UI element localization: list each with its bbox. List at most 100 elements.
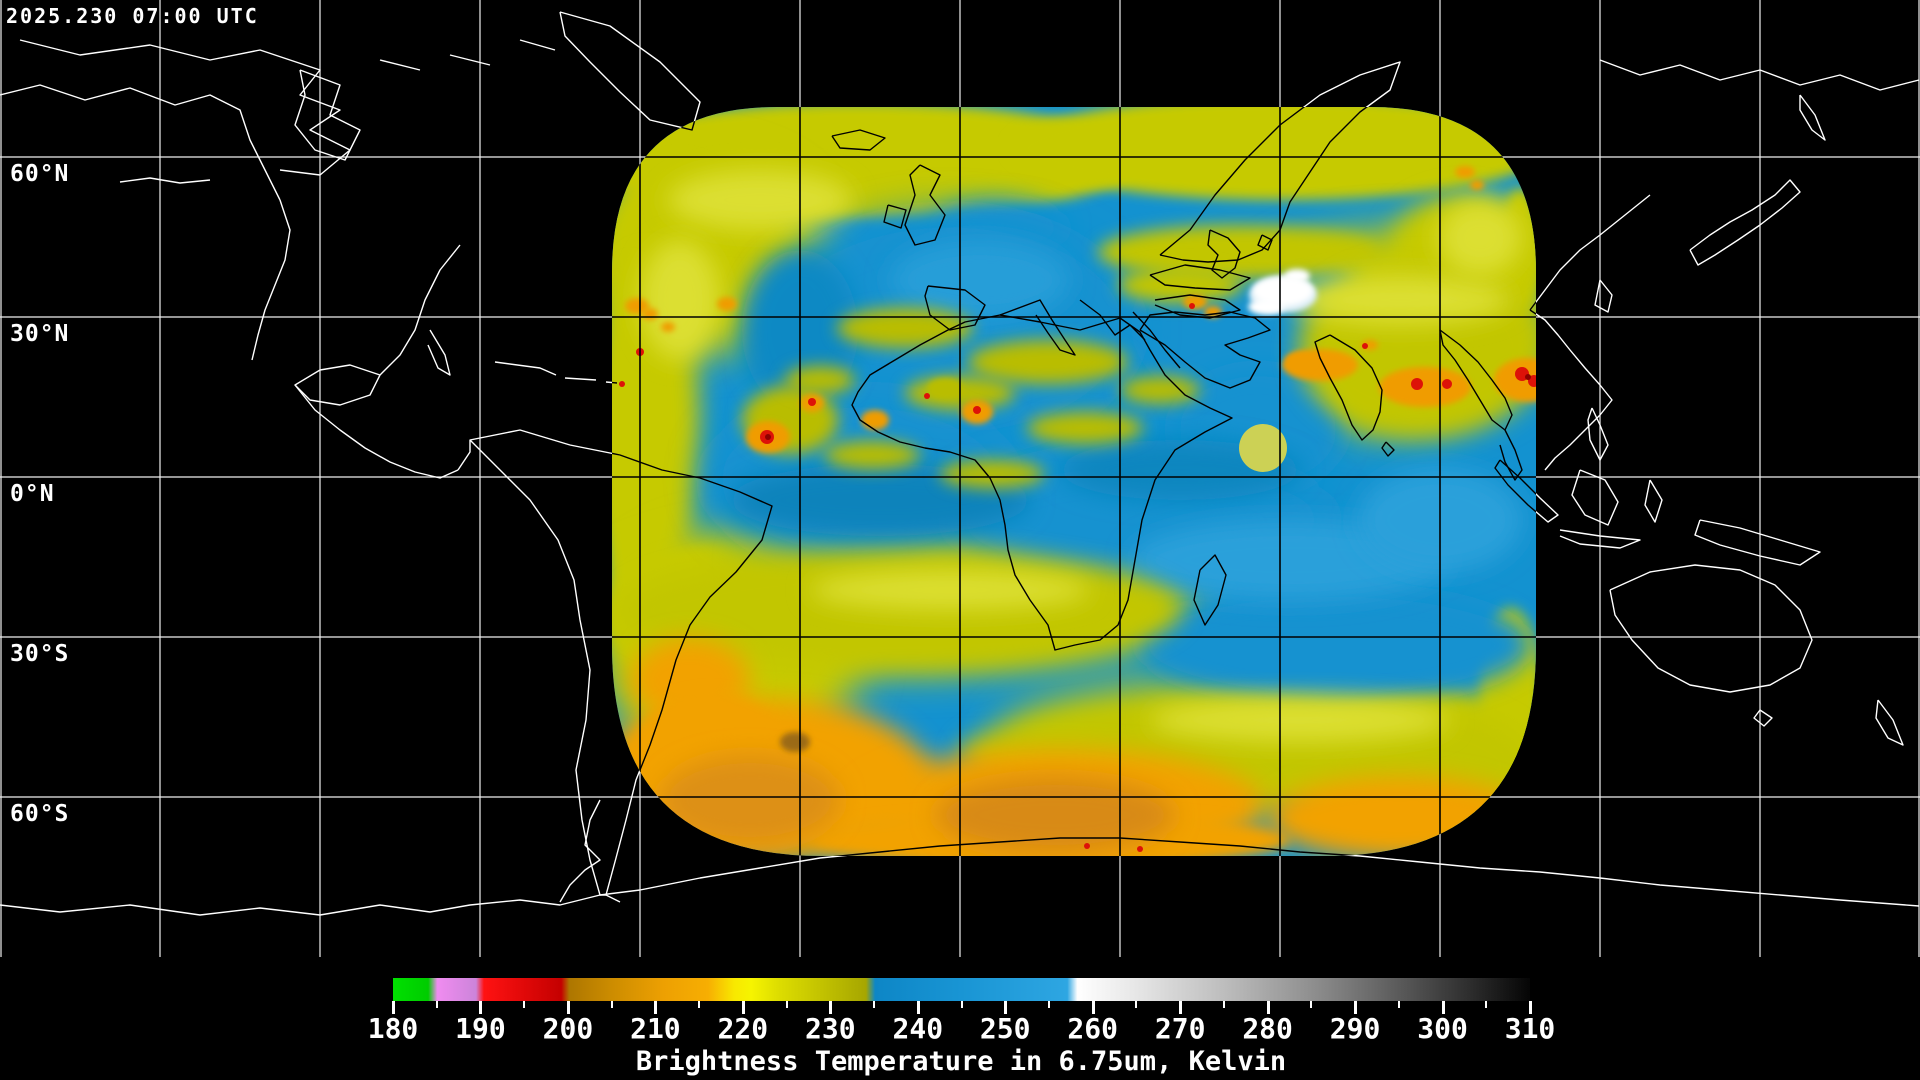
coastline-path bbox=[564, 377, 597, 381]
white-cold-cloud bbox=[1248, 269, 1317, 315]
coastline-path bbox=[1875, 699, 1904, 746]
timestamp: 2025.230 07:00 UTC bbox=[6, 4, 259, 28]
coastline-path bbox=[1644, 479, 1663, 523]
coastline-path bbox=[294, 69, 361, 161]
coastline-path bbox=[1599, 59, 1920, 91]
coastline-path bbox=[1559, 529, 1641, 549]
colorbar-minor-tick bbox=[1397, 1001, 1400, 1008]
colorbar-tick-label: 280 bbox=[1242, 1012, 1293, 1045]
lat-label-60s: 60°S bbox=[10, 801, 70, 827]
colorbar-tick-label: 230 bbox=[805, 1012, 856, 1045]
coastline-path bbox=[1753, 709, 1773, 727]
colorbar-major-tick bbox=[1179, 1001, 1183, 1014]
colorbar-major-tick bbox=[566, 1001, 570, 1014]
colorbar-major-tick bbox=[1354, 1001, 1358, 1014]
lat-label-0n: 0°N bbox=[10, 481, 55, 507]
coastline-path bbox=[294, 384, 459, 479]
coastline-path bbox=[831, 129, 886, 151]
colorbar-tick-label: 240 bbox=[892, 1012, 944, 1045]
colorbar-minor-tick bbox=[785, 1001, 788, 1008]
colorbar-tick-label: 220 bbox=[717, 1012, 769, 1045]
coastline-path bbox=[883, 204, 907, 229]
coastline-path bbox=[19, 39, 351, 176]
coastline-path bbox=[559, 11, 701, 131]
coastline-path bbox=[294, 244, 461, 406]
coastline-path bbox=[1193, 554, 1227, 626]
coastline-path bbox=[1207, 229, 1241, 279]
colorbar-minor-tick bbox=[435, 1001, 438, 1008]
coastline-path bbox=[559, 799, 601, 903]
coastline-path bbox=[1079, 299, 1146, 341]
coastline-path bbox=[427, 329, 451, 376]
coastline-path bbox=[1499, 429, 1523, 481]
coastline-path bbox=[251, 199, 291, 361]
colorbar-major-tick bbox=[479, 1001, 483, 1014]
coastline-path bbox=[999, 299, 1076, 356]
lat-label-30n: 30°N bbox=[10, 321, 70, 347]
colorbar-tick-label: 210 bbox=[630, 1012, 681, 1045]
colorbar-tick-label: 300 bbox=[1417, 1012, 1468, 1045]
colorbar-tick-label: 310 bbox=[1504, 1012, 1556, 1045]
coastline-path bbox=[612, 381, 618, 384]
lat-label-60n: 60°N bbox=[10, 161, 70, 187]
colorbar-minor-tick bbox=[523, 1001, 526, 1008]
coastline-path bbox=[1594, 279, 1613, 313]
sun-glint-disk bbox=[1239, 424, 1287, 472]
colorbar-major-tick bbox=[1091, 1001, 1095, 1014]
coastline-path bbox=[469, 439, 606, 896]
colorbar-title: Brightness Temperature in 6.75um, Kelvin bbox=[635, 1046, 1287, 1077]
coastline-path bbox=[924, 285, 986, 331]
coastline-path bbox=[449, 54, 491, 66]
coastline-path bbox=[1529, 309, 1613, 471]
coastline-path bbox=[119, 177, 211, 184]
colorbar-minor-tick bbox=[698, 1001, 701, 1008]
colorbar-minor-tick bbox=[1047, 1001, 1050, 1008]
coastline-path bbox=[1149, 264, 1251, 291]
colorbar-tick-label: 250 bbox=[979, 1012, 1031, 1045]
colorbar-minor-tick bbox=[1310, 1001, 1313, 1008]
colorbar-tick-label: 190 bbox=[455, 1012, 506, 1045]
colorbar-minor-tick bbox=[960, 1001, 963, 1008]
coastline-path bbox=[1381, 441, 1395, 457]
colorbar-major-tick bbox=[1441, 1001, 1445, 1014]
coastline-path bbox=[1257, 234, 1273, 251]
coastline-path bbox=[1139, 311, 1271, 389]
coastline-path bbox=[1529, 194, 1651, 311]
colorbar-gradient bbox=[393, 978, 1530, 1001]
colorbar-major-tick bbox=[916, 1001, 920, 1014]
colorbar-major-tick bbox=[392, 1001, 395, 1014]
coastline-path bbox=[379, 59, 421, 71]
data-swath bbox=[612, 107, 1536, 856]
coastline-path bbox=[1587, 407, 1609, 461]
coastline-path bbox=[612, 837, 1536, 856]
colorbar-tick-label: 260 bbox=[1067, 1012, 1118, 1045]
coastline-path bbox=[1494, 459, 1536, 523]
colorbar-minor-tick bbox=[610, 1001, 613, 1008]
coastline-path bbox=[1609, 564, 1813, 693]
colorbar-major-tick bbox=[1529, 1001, 1532, 1014]
colorbar-tick-label: 180 bbox=[367, 1012, 419, 1045]
colorbar-major-tick bbox=[1266, 1001, 1270, 1014]
colorbar-tick-label: 200 bbox=[542, 1012, 594, 1045]
colorbar-minor-tick bbox=[1485, 1001, 1488, 1008]
coastline-path bbox=[1154, 294, 1241, 319]
colorbar-major-tick bbox=[741, 1001, 745, 1014]
coastline-path bbox=[904, 164, 946, 246]
colorbar-tick-label: 270 bbox=[1154, 1012, 1206, 1045]
colorbar-major-tick bbox=[1004, 1001, 1008, 1014]
coastline-path bbox=[0, 84, 281, 201]
coastline-path bbox=[494, 361, 557, 376]
coastline-path bbox=[1314, 334, 1383, 441]
colorbar-major-tick bbox=[829, 1001, 833, 1014]
colorbar-major-tick bbox=[654, 1001, 658, 1014]
coastline-path bbox=[1694, 519, 1821, 566]
lat-label-30s: 30°S bbox=[10, 641, 70, 667]
coastline-path bbox=[1571, 469, 1619, 526]
colorbar-minor-tick bbox=[873, 1001, 876, 1008]
coastline-path bbox=[1689, 179, 1801, 266]
colorbar-tick-label: 290 bbox=[1329, 1012, 1381, 1045]
colorbar-minor-tick bbox=[1135, 1001, 1138, 1008]
coastline-path bbox=[519, 39, 556, 51]
